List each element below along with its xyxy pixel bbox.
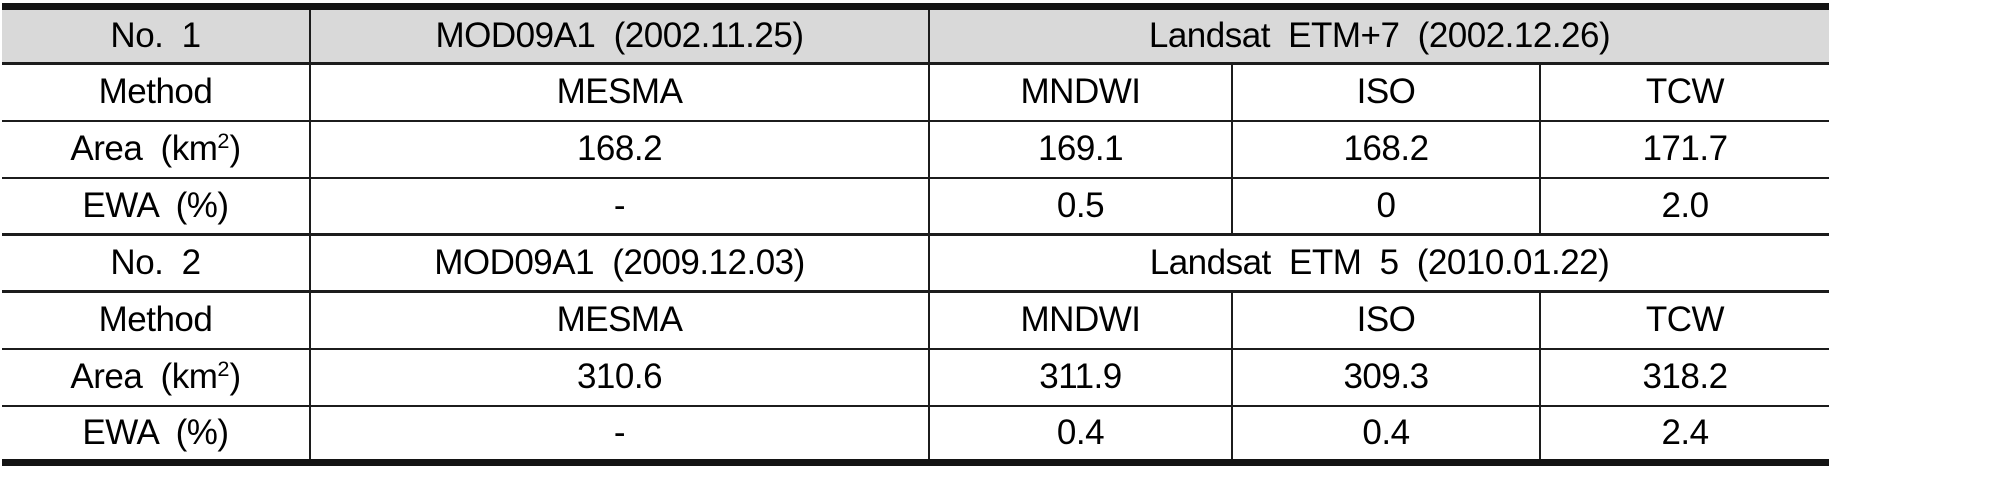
section2-mndwi-area-cell: 311.9 — [929, 347, 1233, 406]
table-row-section2-area: Area (km2) 310.6 311.9 309.3 318.2 — [2, 347, 1830, 406]
section2-iso-ewa-cell: 0.4 — [1232, 404, 1541, 463]
section2-landsat-header-cell: Landsat ETM 5 (2010.01.22) — [929, 233, 1830, 293]
section1-mndwi-ewa-cell: 0.5 — [929, 176, 1233, 235]
area-label-superscript: 2 — [217, 356, 230, 382]
section1-modis-header-cell: MOD09A1 (2002.11.25) — [310, 6, 930, 65]
section1-iso-area-cell: 168.2 — [1232, 119, 1541, 178]
table-row-section1-header: No. 1 MOD09A1 (2002.11.25) Landsat ETM+7… — [2, 6, 1830, 65]
water-area-comparison-table: No. 1 MOD09A1 (2002.11.25) Landsat ETM+7… — [2, 3, 1830, 466]
table-row-section2-ewa: EWA (%) - 0.4 0.4 2.4 — [2, 404, 1830, 463]
section1-iso-ewa-cell: 0 — [1232, 176, 1541, 235]
section2-method-label-cell: Method — [2, 290, 311, 349]
section1-mesma-method-cell: MESMA — [310, 62, 930, 121]
section1-tcw-area-cell: 171.7 — [1540, 119, 1830, 178]
section2-area-label-cell: Area (km2) — [2, 347, 311, 406]
area-label-text: Area (km — [70, 129, 218, 168]
section2-mesma-area-cell: 310.6 — [310, 347, 930, 406]
table-row-section1-method: Method MESMA MNDWI ISO TCW — [2, 62, 1830, 121]
section2-modis-header-cell: MOD09A1 (2009.12.03) — [310, 233, 930, 293]
area-label-superscript: 2 — [217, 128, 230, 154]
area-label-suffix: ) — [229, 357, 241, 396]
section2-tcw-ewa-cell: 2.4 — [1540, 404, 1830, 463]
section1-tcw-method-cell: TCW — [1540, 62, 1830, 121]
section1-mndwi-area-cell: 169.1 — [929, 119, 1233, 178]
section1-no-cell: No. 1 — [2, 6, 311, 65]
section2-tcw-method-cell: TCW — [1540, 290, 1830, 349]
section2-no-cell: No. 2 — [2, 233, 311, 293]
section1-mesma-ewa-cell: - — [310, 176, 930, 235]
section2-iso-area-cell: 309.3 — [1232, 347, 1541, 406]
section2-tcw-area-cell: 318.2 — [1540, 347, 1830, 406]
section1-tcw-ewa-cell: 2.0 — [1540, 176, 1830, 235]
table-row-section2-method: Method MESMA MNDWI ISO TCW — [2, 290, 1830, 349]
section2-mndwi-ewa-cell: 0.4 — [929, 404, 1233, 463]
section1-mndwi-method-cell: MNDWI — [929, 62, 1233, 121]
table-row-section2-header: No. 2 MOD09A1 (2009.12.03) Landsat ETM 5… — [2, 233, 1830, 293]
section1-area-label-cell: Area (km2) — [2, 119, 311, 178]
section1-mesma-area-cell: 168.2 — [310, 119, 930, 178]
section1-landsat-header-cell: Landsat ETM+7 (2002.12.26) — [929, 6, 1830, 65]
section2-ewa-label-cell: EWA (%) — [2, 404, 311, 463]
section2-mndwi-method-cell: MNDWI — [929, 290, 1233, 349]
section1-ewa-label-cell: EWA (%) — [2, 176, 311, 235]
section2-mesma-method-cell: MESMA — [310, 290, 930, 349]
section2-mesma-ewa-cell: - — [310, 404, 930, 463]
section1-iso-method-cell: ISO — [1232, 62, 1541, 121]
area-label-suffix: ) — [229, 129, 241, 168]
table-row-section1-area: Area (km2) 168.2 169.1 168.2 171.7 — [2, 119, 1830, 178]
table-row-section1-ewa: EWA (%) - 0.5 0 2.0 — [2, 176, 1830, 235]
section1-method-label-cell: Method — [2, 62, 311, 121]
area-label-text: Area (km — [70, 357, 218, 396]
section2-iso-method-cell: ISO — [1232, 290, 1541, 349]
